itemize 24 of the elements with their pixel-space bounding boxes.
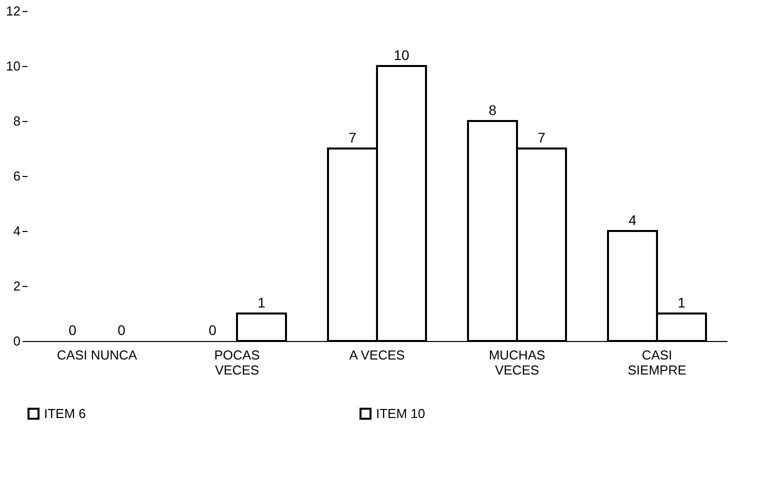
y-tick-label: 0	[13, 334, 20, 348]
data-label: 1	[678, 294, 686, 310]
legend-label: ITEM 10	[376, 406, 426, 421]
data-label: 0	[68, 322, 77, 338]
x-tick-label: CASI SIEMPRE	[628, 348, 687, 378]
y-tick-label: 8	[13, 114, 20, 128]
x-tick-label: A VECES	[349, 348, 406, 362]
data-label: 4	[628, 212, 637, 228]
data-label: 0	[208, 322, 217, 338]
y-tick-label: 4	[13, 224, 20, 238]
y-tick-label: 10	[6, 58, 20, 74]
data-label: 0	[118, 322, 126, 338]
data-label: 7	[348, 130, 357, 146]
y-tick-label: 2	[13, 278, 20, 294]
data-label: 8	[488, 102, 497, 118]
data-label: 1	[258, 294, 266, 310]
x-tick-label: POCAS VECES	[214, 348, 260, 378]
y-tick-label: 6	[13, 168, 20, 184]
x-tick-label: CASI NUNCA	[56, 348, 138, 362]
data-label: 10	[394, 47, 410, 63]
legend-label: ITEM 6	[44, 406, 86, 421]
x-tick-label: MUCHAS VECES	[488, 348, 546, 378]
y-tick-label: 12	[6, 4, 20, 18]
data-label: 7	[538, 130, 546, 146]
